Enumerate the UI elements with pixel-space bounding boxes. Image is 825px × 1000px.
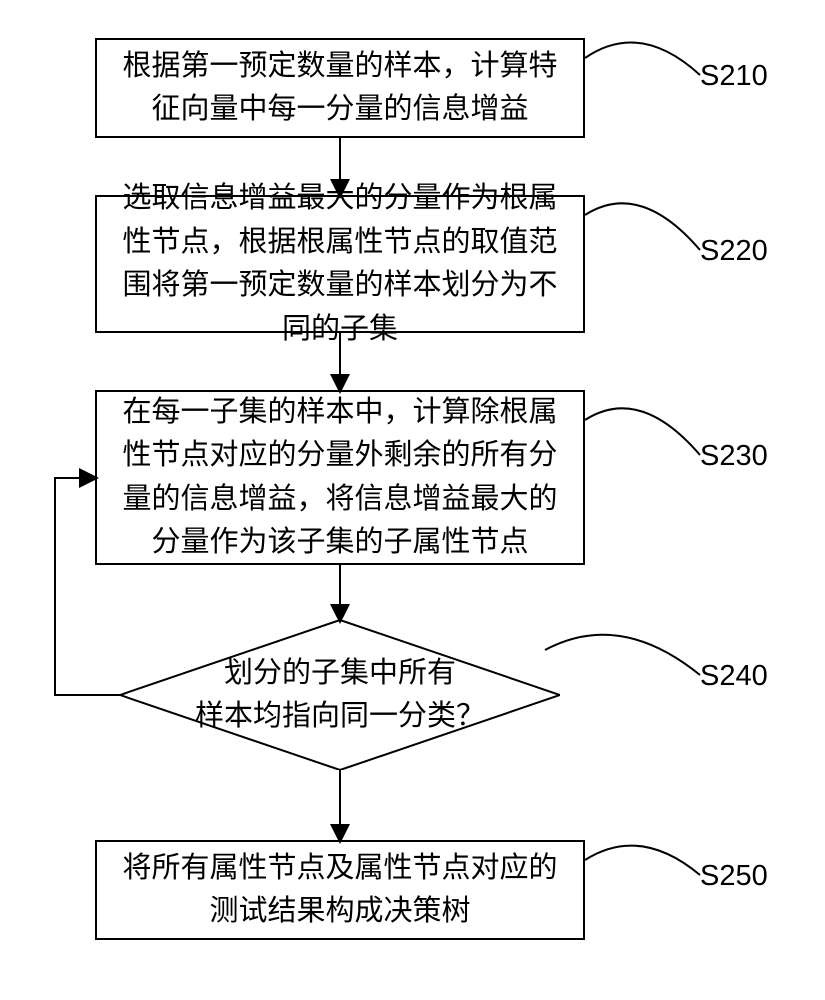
node-s230-text: 在每一子集的样本中，计算除根属性节点对应的分量外剩余的所有分量的信息增益，将信息… — [117, 391, 563, 565]
node-s250: 将所有属性节点及属性节点对应的测试结果构成决策树 — [95, 840, 585, 940]
node-s240-text: 划分的子集中所有 样本均指向同一分类？ — [195, 652, 485, 739]
label-s210: S210 — [700, 60, 768, 93]
node-s210-text: 根据第一预定数量的样本，计算特征向量中每一分量的信息增益 — [117, 45, 563, 132]
label-connector-s210 — [585, 42, 700, 75]
label-s230: S230 — [700, 440, 768, 473]
node-s210: 根据第一预定数量的样本，计算特征向量中每一分量的信息增益 — [95, 38, 585, 138]
label-s220: S220 — [700, 235, 768, 268]
label-connector-s250 — [585, 846, 700, 875]
label-s240: S240 — [700, 660, 768, 693]
label-s250: S250 — [700, 860, 768, 893]
node-s220-text: 选取信息增益最大的分量作为根属性节点，根据根属性节点的取值范围将第一预定数量的样… — [117, 177, 563, 351]
label-connector-s230 — [585, 408, 700, 455]
node-s220: 选取信息增益最大的分量作为根属性节点，根据根属性节点的取值范围将第一预定数量的样… — [95, 195, 585, 333]
label-connector-s240 — [545, 635, 700, 675]
label-connector-s220 — [585, 203, 700, 250]
node-s230: 在每一子集的样本中，计算除根属性节点对应的分量外剩余的所有分量的信息增益，将信息… — [95, 390, 585, 565]
node-s250-text: 将所有属性节点及属性节点对应的测试结果构成决策树 — [117, 847, 563, 934]
node-s240: 划分的子集中所有 样本均指向同一分类？ — [120, 620, 560, 770]
